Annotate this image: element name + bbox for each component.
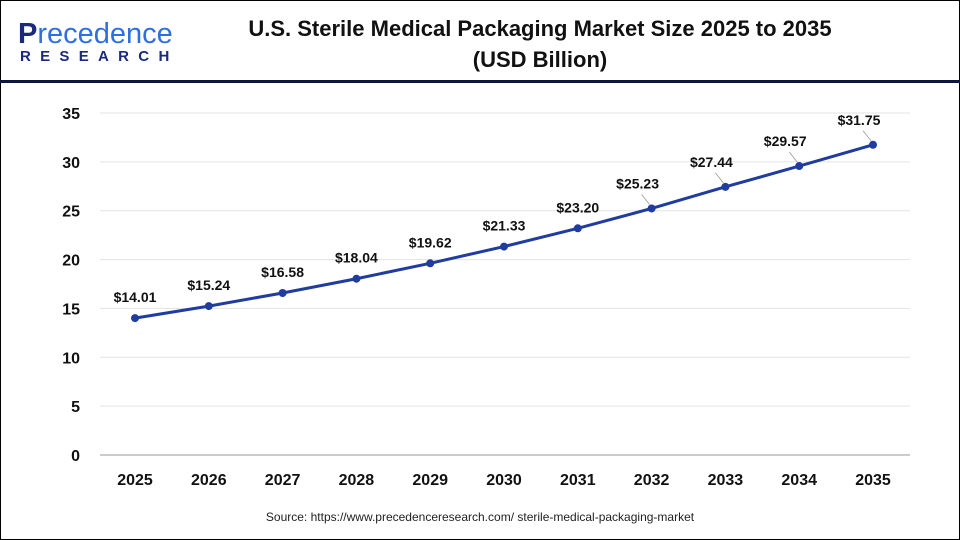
title-line-2: (USD Billion) xyxy=(472,47,608,72)
data-point xyxy=(500,242,508,251)
header: Precedence RESEARCH U.S. Sterile Medical… xyxy=(0,0,960,83)
x-tick-label: 2026 xyxy=(191,472,227,489)
data-point xyxy=(573,224,582,233)
data-label: $25.23 xyxy=(616,175,659,191)
x-tick-label: 2030 xyxy=(486,472,522,489)
y-tick-label: 35 xyxy=(62,106,80,123)
x-tick-label: 2033 xyxy=(708,472,744,489)
data-point xyxy=(131,314,139,323)
label-leader xyxy=(715,172,724,184)
data-point xyxy=(426,259,435,268)
data-point xyxy=(721,182,730,191)
y-tick-label: 25 xyxy=(62,204,80,221)
x-tick-label: 2029 xyxy=(412,472,448,489)
x-tick-label: 2032 xyxy=(634,472,670,489)
data-label: $23.20 xyxy=(556,199,599,215)
logo-word: recedence xyxy=(37,18,173,50)
x-tick-label: 2034 xyxy=(781,472,817,489)
data-label: $21.33 xyxy=(483,218,526,234)
data-point xyxy=(278,288,287,297)
x-tick-label: 2027 xyxy=(265,472,301,489)
data-label: $18.04 xyxy=(335,250,378,266)
label-leader xyxy=(641,194,650,205)
x-tick-label: 2035 xyxy=(855,472,891,489)
x-tick-label: 2028 xyxy=(339,472,375,489)
chart-title: U.S. Sterile Medical Packaging Market Si… xyxy=(220,13,860,75)
logo-letter: P xyxy=(18,18,38,50)
precedence-research-logo: Precedence RESEARCH xyxy=(18,20,179,66)
y-tick-label: 30 xyxy=(62,155,80,172)
y-tick-label: 15 xyxy=(62,301,80,318)
data-point xyxy=(352,274,361,283)
y-tick-label: 20 xyxy=(62,253,80,270)
data-label: $31.75 xyxy=(838,112,881,128)
source-note: Source: https://www.precedenceresearch.c… xyxy=(265,510,695,524)
data-point xyxy=(869,140,877,149)
y-tick-label: 5 xyxy=(71,399,80,416)
data-point xyxy=(204,302,213,311)
label-leader xyxy=(788,151,798,163)
data-label: $15.24 xyxy=(187,277,230,293)
title-line-1: U.S. Sterile Medical Packaging Market Si… xyxy=(248,16,832,41)
y-tick-label: 0 xyxy=(71,448,80,465)
data-point xyxy=(647,204,656,213)
data-label: $16.58 xyxy=(261,264,304,280)
y-tick-label: 10 xyxy=(62,350,80,367)
data-label: $14.01 xyxy=(114,289,157,305)
x-tick-label: 2031 xyxy=(560,472,596,489)
data-label: $19.62 xyxy=(409,234,452,250)
data-label: $29.57 xyxy=(764,133,807,149)
logo-subtitle: RESEARCH xyxy=(20,48,179,65)
x-tick-label: 2025 xyxy=(117,472,153,489)
label-leader xyxy=(862,130,872,142)
data-point xyxy=(795,162,804,171)
data-label: $27.44 xyxy=(690,154,733,170)
